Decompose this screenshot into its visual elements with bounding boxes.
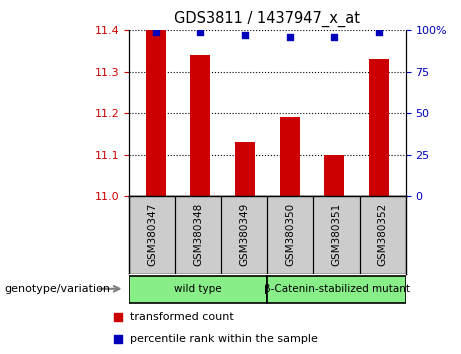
Bar: [324, 155, 344, 196]
Bar: [146, 30, 166, 196]
Text: GSM380349: GSM380349: [239, 203, 249, 266]
Point: [331, 34, 338, 40]
Bar: [280, 118, 300, 196]
Bar: [267, 276, 406, 303]
Bar: [190, 55, 211, 196]
Text: β-Catenin-stabilized mutant: β-Catenin-stabilized mutant: [264, 284, 409, 294]
Text: wild type: wild type: [174, 284, 222, 294]
Point: [152, 29, 160, 35]
Text: GSM380347: GSM380347: [147, 203, 157, 266]
Point: [114, 336, 122, 342]
Text: percentile rank within the sample: percentile rank within the sample: [130, 334, 318, 344]
Bar: [129, 276, 267, 303]
Point: [375, 29, 383, 35]
Text: GSM380350: GSM380350: [285, 203, 296, 266]
Point: [114, 314, 122, 320]
Text: GSM380351: GSM380351: [331, 203, 342, 266]
Text: transformed count: transformed count: [130, 312, 234, 322]
Title: GDS3811 / 1437947_x_at: GDS3811 / 1437947_x_at: [174, 11, 361, 27]
Point: [197, 29, 204, 35]
Bar: [369, 59, 389, 196]
Text: GSM380352: GSM380352: [378, 203, 388, 266]
Text: genotype/variation: genotype/variation: [5, 284, 111, 294]
Bar: [235, 142, 255, 196]
Point: [242, 32, 249, 38]
Point: [286, 34, 293, 40]
Text: GSM380348: GSM380348: [193, 203, 203, 266]
